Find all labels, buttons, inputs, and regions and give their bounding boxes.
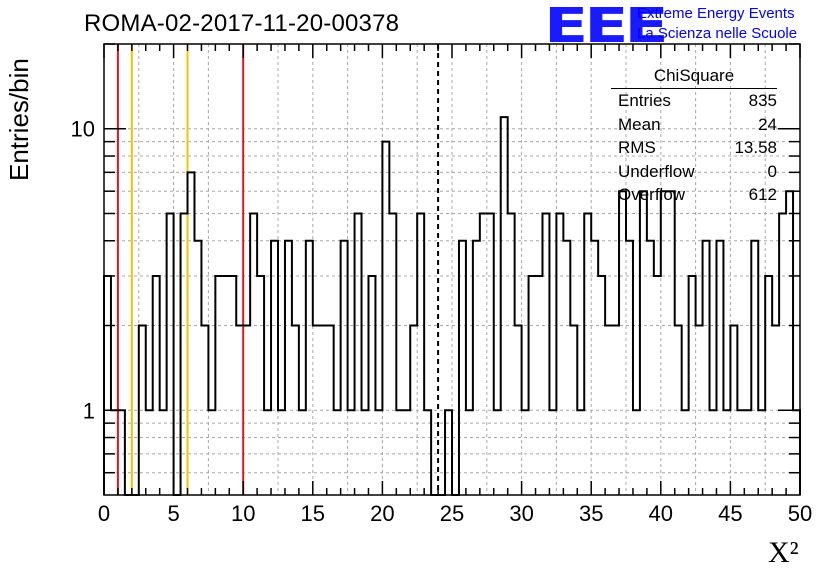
- y-tick-label: 1: [83, 398, 95, 423]
- stats-row-underflow: Underflow 0: [618, 161, 777, 181]
- x-tick-label: 25: [440, 501, 464, 526]
- tick-labels: 0 5 10 15 20 25 30 35 40 45 50 1 10: [71, 117, 813, 526]
- histogram-outline: [103, 116, 801, 496]
- marker-lines: [116, 44, 440, 495]
- stats-row-rms: RMS 13.58: [618, 138, 777, 157]
- eee-logo: EEE: [544, 0, 669, 54]
- x-tick-label: 35: [579, 501, 603, 526]
- x-tick-label: 5: [167, 501, 179, 526]
- y-tick-label: 10: [71, 117, 95, 142]
- x-tick-label: 10: [231, 501, 255, 526]
- run-title: ROMA-02-2017-11-20-00378: [84, 10, 400, 37]
- x-tick-label: 30: [509, 501, 533, 526]
- x-tick-label: 40: [649, 501, 673, 526]
- x-axis-label: X²: [768, 536, 799, 569]
- x-tick-label: 0: [98, 501, 110, 526]
- stats-title: ChiSquare: [611, 64, 777, 89]
- y-axis-label: Entries/bin: [4, 58, 34, 181]
- stats-row-overflow: Overflow 612: [618, 185, 777, 204]
- stats-row-mean: Mean 24: [618, 114, 777, 134]
- axis-ticks: [103, 43, 801, 495]
- x-tick-label: 45: [718, 501, 742, 526]
- x-tick-label: 15: [301, 501, 325, 526]
- stats-row-entries: Entries 835: [618, 91, 777, 110]
- logo-line-1: Extreme Energy Events: [637, 5, 795, 22]
- logo-line-2: La Scienza nelle Scuole: [637, 25, 798, 42]
- x-tick-label: 50: [788, 501, 812, 526]
- stats-box: ChiSquare Entries 835 Mean 24 RMS 13.58 Und…: [611, 64, 777, 207]
- x-tick-label: 20: [370, 501, 394, 526]
